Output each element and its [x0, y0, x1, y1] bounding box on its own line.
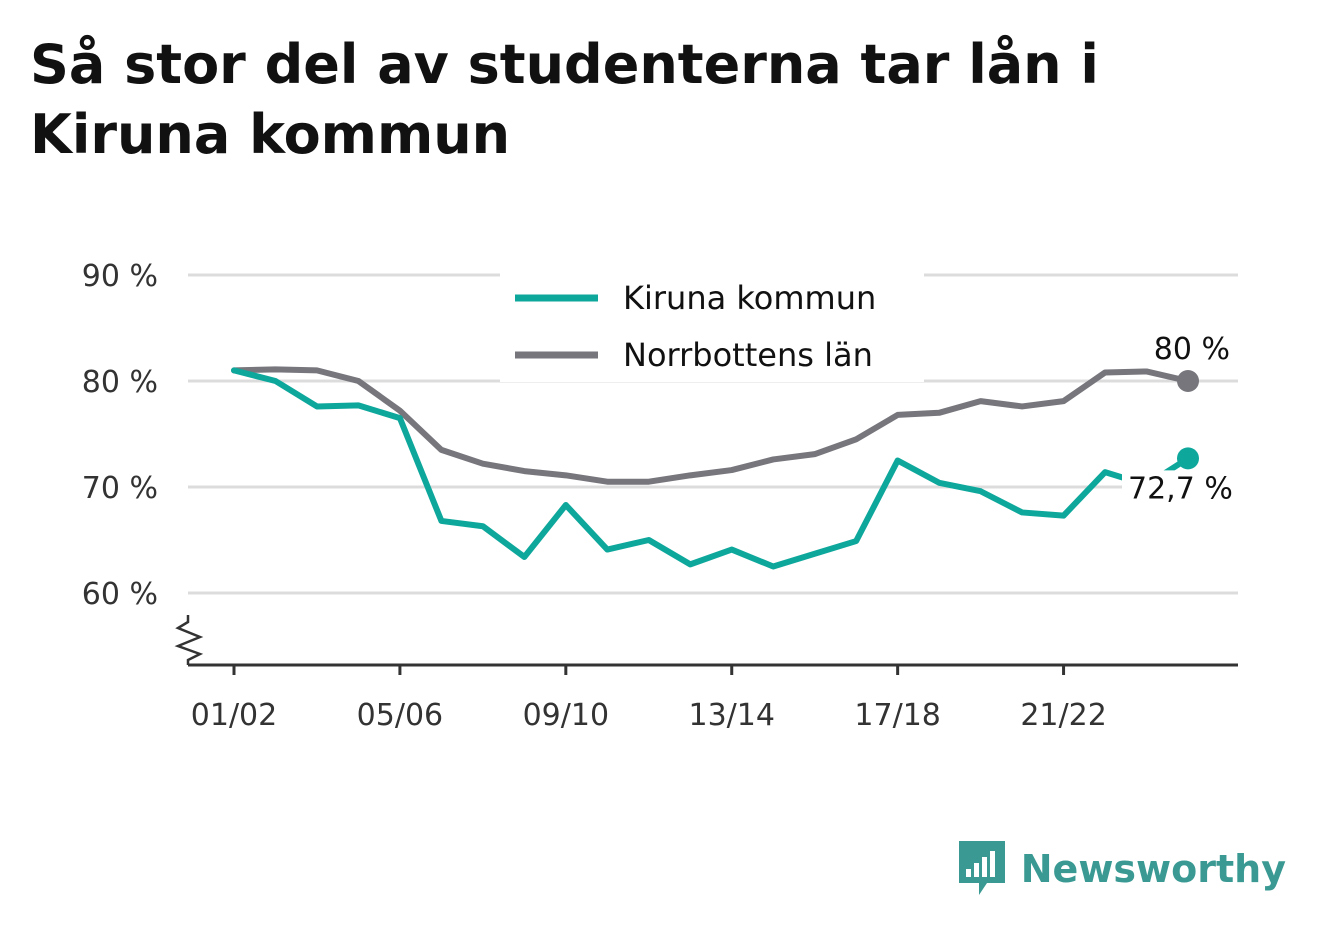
x-tick-label: 05/06 [357, 698, 443, 733]
x-tick-label: 13/14 [689, 698, 775, 733]
y-tick-label: 70 % [82, 471, 158, 506]
legend-box [500, 272, 924, 382]
end-point [1177, 370, 1199, 392]
x-tick-label: 01/02 [191, 698, 277, 733]
legend-label: Norrbottens län [623, 336, 873, 374]
end-label-bg [1122, 470, 1244, 507]
legend-label: Kiruna kommun [623, 279, 876, 317]
end-value-label: 72,7 % [1128, 471, 1233, 506]
axes: 60 % 70 % 80 % 90 % 01/02 05/06 09/10 13/14 17/1… [82, 259, 1238, 733]
x-tick-label: 21/22 [1020, 698, 1106, 733]
y-tick-label: 80 % [82, 365, 158, 400]
end-point [1177, 447, 1199, 470]
x-tick-label: 17/18 [854, 698, 940, 733]
bar-chart-logo-icon [958, 841, 1005, 895]
axis-break-icon [174, 615, 204, 665]
x-tick-label: 09/10 [523, 698, 609, 733]
y-tick-label: 60 % [82, 577, 158, 612]
series-line [231, 366, 1191, 485]
chart-title: Så stor del av studenterna tar lån i Kir… [30, 33, 1099, 166]
end-value-label: 80 % [1154, 332, 1230, 367]
series-line [231, 367, 1191, 570]
newsworthy-brand: Newsworthy [957, 839, 1286, 899]
series-lines [231, 366, 1199, 570]
brand-name: Newsworthy [1020, 847, 1286, 891]
end-labels: 80 % 72,7 % [1122, 332, 1244, 507]
y-tick-label: 90 % [82, 259, 158, 294]
legend: Kiruna kommun Norrbottens län [500, 272, 924, 382]
